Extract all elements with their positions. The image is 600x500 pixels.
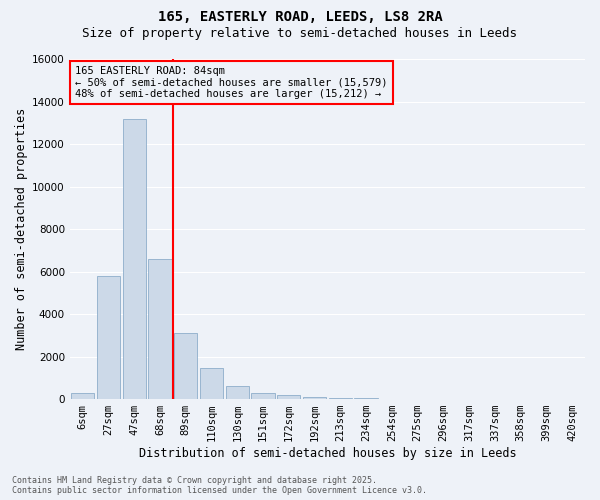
X-axis label: Distribution of semi-detached houses by size in Leeds: Distribution of semi-detached houses by …: [139, 447, 516, 460]
Bar: [97, 276, 120, 399]
Bar: [122, 118, 146, 399]
Bar: [277, 395, 301, 399]
Text: 165 EASTERLY ROAD: 84sqm
← 50% of semi-detached houses are smaller (15,579)
48% : 165 EASTERLY ROAD: 84sqm ← 50% of semi-d…: [75, 66, 388, 99]
Text: 165, EASTERLY ROAD, LEEDS, LS8 2RA: 165, EASTERLY ROAD, LEEDS, LS8 2RA: [158, 10, 442, 24]
Text: Contains HM Land Registry data © Crown copyright and database right 2025.
Contai: Contains HM Land Registry data © Crown c…: [12, 476, 427, 495]
Bar: [226, 386, 249, 399]
Bar: [329, 398, 352, 399]
Text: Size of property relative to semi-detached houses in Leeds: Size of property relative to semi-detach…: [83, 28, 517, 40]
Bar: [200, 368, 223, 399]
Bar: [148, 259, 172, 399]
Bar: [251, 394, 275, 399]
Bar: [303, 397, 326, 399]
Bar: [174, 333, 197, 399]
Bar: [71, 392, 94, 399]
Y-axis label: Number of semi-detached properties: Number of semi-detached properties: [15, 108, 28, 350]
Bar: [355, 398, 377, 399]
